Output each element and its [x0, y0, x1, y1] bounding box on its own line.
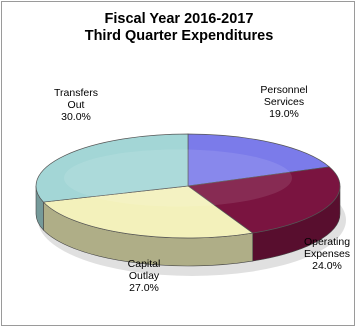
pie-slice	[35, 133, 189, 203]
slice-name-line: Services	[263, 96, 305, 108]
slice-name-line: Transfers	[54, 87, 98, 99]
slice-name-line: Expenses	[303, 248, 351, 260]
pie-slice	[187, 133, 331, 187]
slice-label-personnel: Personnel Services 19.0%	[243, 84, 325, 120]
slice-name-line: Operating	[303, 236, 351, 248]
chart-title: Fiscal Year 2016-2017	[104, 11, 254, 27]
slice-name-line: Outlay	[128, 270, 160, 282]
slice-pct: 30.0%	[61, 111, 91, 123]
slice-name-line: Personnel	[260, 84, 308, 96]
pie-highlight	[64, 149, 292, 207]
slice-label-capital: Capital Outlay 27.0%	[104, 258, 184, 294]
slice-pct: 27.0%	[129, 282, 159, 294]
chart-subtitle: Third Quarter Expenditures	[84, 28, 274, 44]
slice-pct: 19.0%	[269, 108, 299, 120]
pie-slice	[42, 185, 254, 239]
slice-pct: 24.0%	[312, 260, 342, 272]
slice-name-line: Out	[67, 99, 85, 111]
pie-slice	[187, 166, 341, 234]
slice-name-line: Capital	[127, 258, 161, 270]
slice-label-operating: Operating Expenses 24.0%	[298, 236, 356, 272]
slice-label-transfers: Transfers Out 30.0%	[36, 87, 116, 123]
